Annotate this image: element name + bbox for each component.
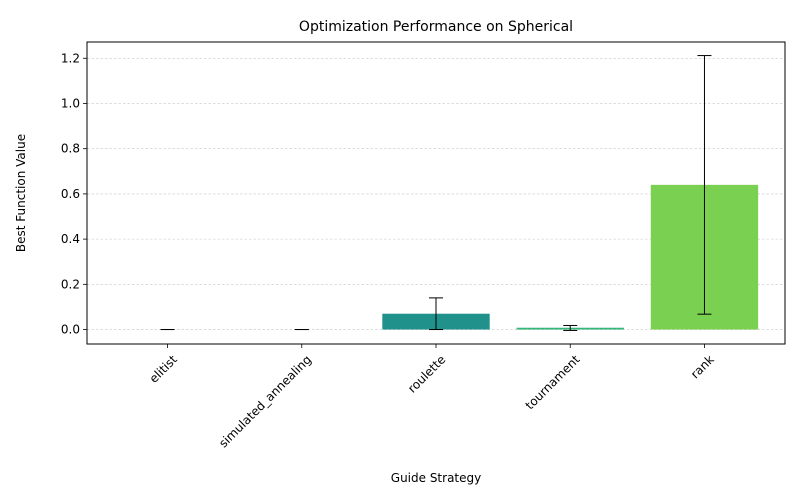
y-axis-ticks: 0.0 0.2 0.4 0.6 0.8 1.0 1.2 [61,51,87,337]
x-axis-title: Guide Strategy [391,471,481,485]
y-tick-label: 1.0 [61,96,80,110]
y-axis-title: Best Function Value [14,134,28,252]
y-tick-label: 1.2 [61,51,80,65]
y-tick-label: 0.6 [61,187,80,201]
y-tick-label: 0.8 [61,142,80,156]
y-tick-label: 0.4 [61,232,80,246]
y-tick-label: 0.0 [61,323,80,337]
error-bars [160,55,712,331]
chart-title: Optimization Performance on Spherical [299,19,573,35]
y-tick-label: 0.2 [61,277,80,291]
